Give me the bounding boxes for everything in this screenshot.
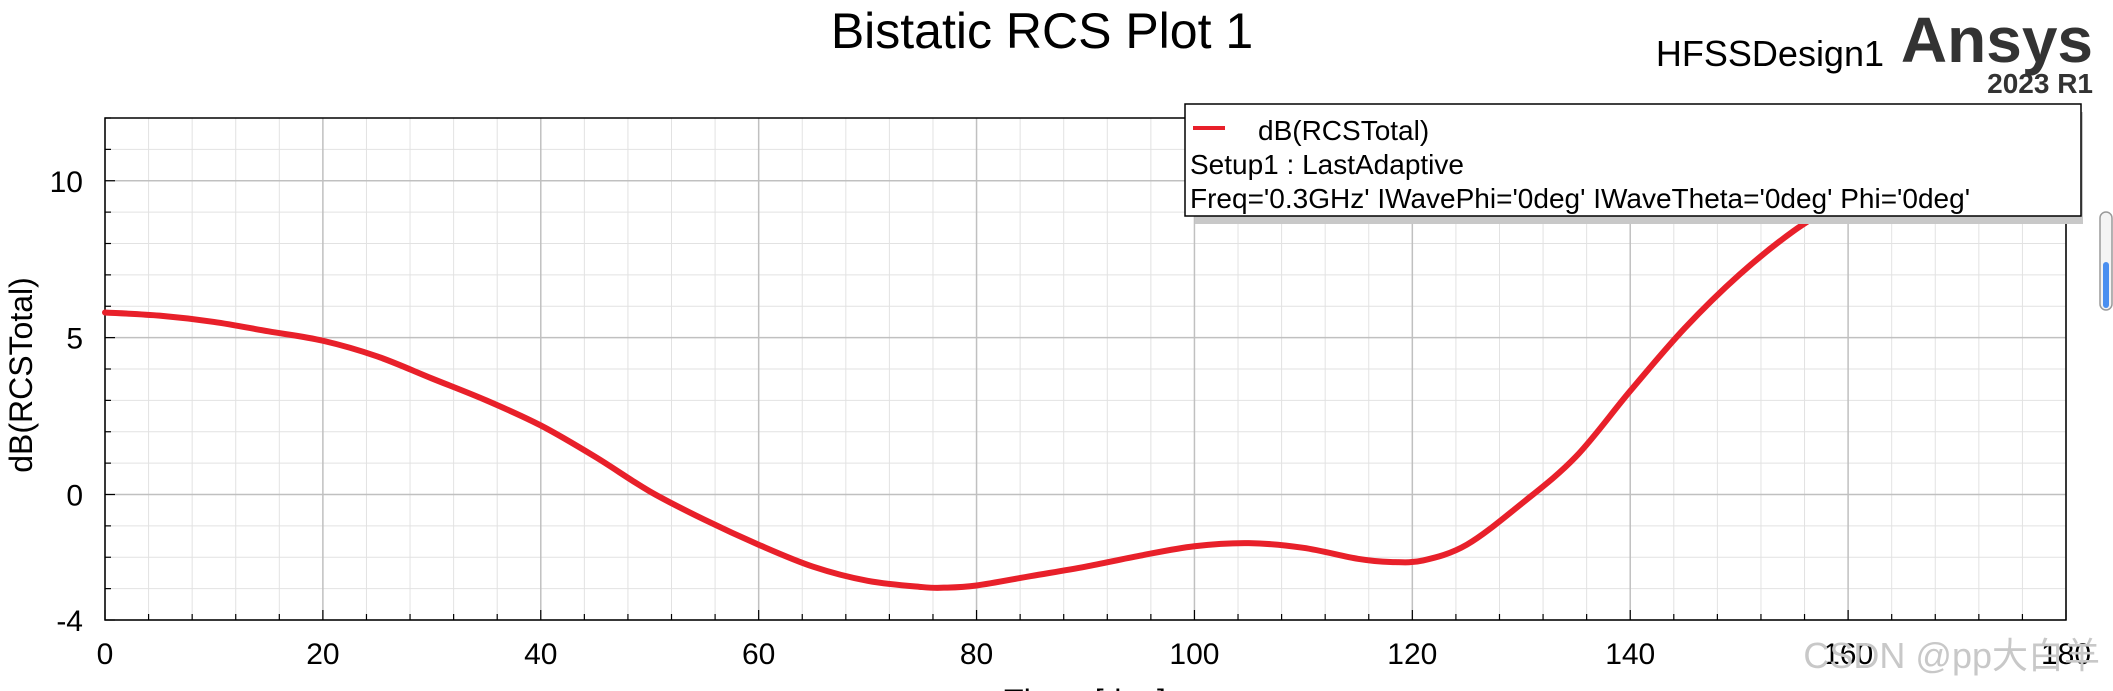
legend-params-line: Freq='0.3GHz' IWavePhi='0deg' IWaveTheta…: [1190, 183, 1970, 214]
x-tick-labels: 0 20 40 60 80 100 120 140 160 180: [97, 638, 2091, 671]
chart-title: Bistatic RCS Plot 1: [831, 3, 1253, 59]
series-point: [1518, 501, 1524, 507]
series-point: [1682, 325, 1688, 331]
x-tick-label: 20: [306, 638, 339, 671]
brand-logo-text: Ansys: [1901, 4, 2093, 76]
y-tick-labels: -4 0 5 10: [50, 166, 83, 638]
series-point: [941, 585, 947, 591]
series-point: [974, 582, 980, 588]
x-tick-label: 140: [1605, 638, 1655, 671]
series-point: [429, 375, 435, 381]
scrollbar[interactable]: [2099, 211, 2113, 311]
series-point: [1627, 388, 1633, 394]
legend-entry-label: dB(RCSTotal): [1258, 115, 1429, 146]
x-tick-label: 100: [1169, 638, 1219, 671]
x-axis-label: Theta [deg]: [1004, 683, 1166, 691]
series-point: [483, 397, 489, 403]
version-label: 2023 R1: [1987, 68, 2093, 99]
axis-ticks: [104, 117, 2067, 621]
series-point: [1191, 543, 1197, 549]
scrollbar-thumb[interactable]: [2103, 262, 2109, 308]
legend-box: [1184, 103, 2082, 217]
series-point: [647, 488, 653, 494]
series-point: [1464, 542, 1470, 548]
series-point: [756, 542, 762, 548]
series-point: [211, 319, 217, 325]
y-tick-label: 10: [50, 166, 83, 199]
series-point: [1137, 553, 1143, 559]
series-point: [156, 313, 162, 319]
series-point: [865, 578, 871, 584]
series-point: [592, 454, 598, 460]
series-point: [1388, 559, 1394, 565]
y-tick-label: 0: [66, 480, 83, 513]
series-point: [1246, 540, 1252, 546]
series-point: [1355, 556, 1361, 562]
series-point: [1420, 557, 1426, 563]
series-point: [1300, 545, 1306, 551]
x-tick-label: 120: [1387, 638, 1437, 671]
series-point: [538, 422, 544, 428]
series-point: [1028, 573, 1034, 579]
series-point: [810, 564, 816, 570]
series-points: [102, 193, 1851, 591]
legend-setup-line: Setup1 : LastAdaptive: [1190, 149, 1464, 180]
x-tick-label: 80: [960, 638, 993, 671]
y-axis-label: dB(RCSTotal): [3, 277, 39, 473]
series-point: [1791, 228, 1797, 234]
legend: dB(RCSTotal) Setup1 : LastAdaptive Freq=…: [1184, 103, 2083, 224]
series-point: [102, 310, 108, 316]
series-point: [919, 584, 925, 590]
series-line-dB-RCSTotal: [102, 193, 1852, 591]
series-point: [265, 328, 271, 334]
series-point: [1573, 454, 1579, 460]
series-point: [1736, 272, 1742, 278]
x-tick-label: 0: [97, 638, 114, 671]
y-tick-label: 5: [66, 323, 83, 356]
series-point: [701, 517, 707, 523]
watermark: CSDN @pp大白羊: [1803, 635, 2100, 676]
series-point: [320, 338, 326, 344]
x-tick-label: 180: [2041, 638, 2091, 671]
x-tick-label: 40: [524, 638, 557, 671]
design-name: HFSSDesign1: [1656, 33, 1884, 74]
series-point: [1083, 564, 1088, 570]
x-tick-label: 60: [742, 638, 775, 671]
series-point: [374, 353, 380, 359]
x-tick-label: 160: [1823, 638, 1873, 671]
y-tick-label: -4: [56, 605, 83, 638]
